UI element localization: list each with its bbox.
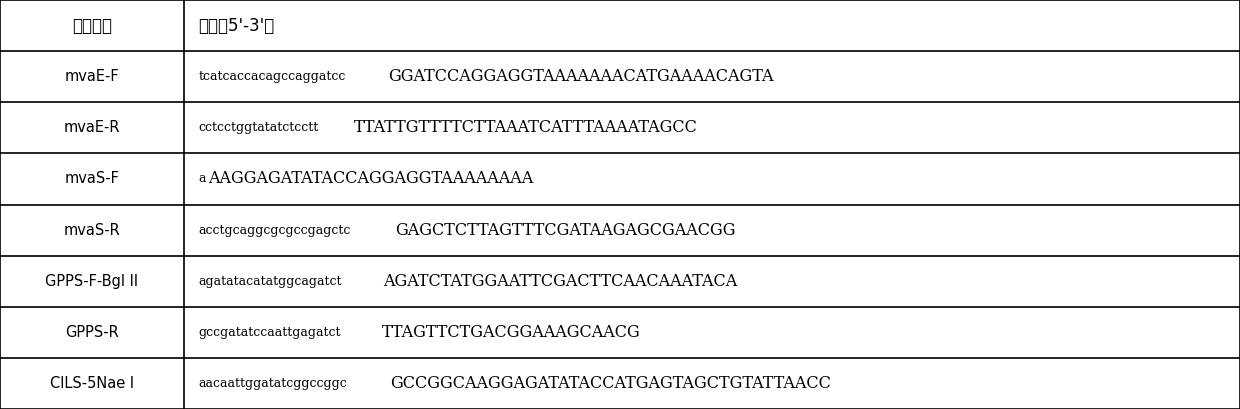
Text: ClLS-5Nae I: ClLS-5Nae I (50, 376, 134, 391)
Text: TTAGTTCTGACGGAAAGCAACG: TTAGTTCTGACGGAAAGCAACG (382, 324, 641, 341)
Text: mvaS-R: mvaS-R (63, 222, 120, 238)
Text: GCCGGCAAGGAGATATACCATGAGTAGCTGTATTAACC: GCCGGCAAGGAGATATACCATGAGTAGCTGTATTAACC (391, 375, 831, 392)
Text: acctgcaggcgcgccgagctc: acctgcaggcgcgccgagctc (198, 224, 351, 236)
Text: GPPS-F-Bgl II: GPPS-F-Bgl II (45, 274, 139, 289)
Text: 序列（5'-3'）: 序列（5'-3'） (198, 16, 274, 35)
Text: agatatacatatggcagatct: agatatacatatggcagatct (198, 275, 342, 288)
Text: aacaattggatatcggccggc: aacaattggatatcggccggc (198, 377, 347, 390)
Text: GAGCTCTTAGTTTCGATAAGAGCGAACGG: GAGCTCTTAGTTTCGATAAGAGCGAACGG (396, 222, 735, 238)
Text: gccgatatccaattgagatct: gccgatatccaattgagatct (198, 326, 341, 339)
Text: mvaS-F: mvaS-F (64, 171, 119, 187)
Text: GPPS-R: GPPS-R (64, 325, 119, 340)
Text: mvaE-F: mvaE-F (64, 69, 119, 84)
Text: 引物名称: 引物名称 (72, 16, 112, 35)
Text: GGATCCAGGAGGTAAAAAAACATGAAAACAGTA: GGATCCAGGAGGTAAAAAAACATGAAAACAGTA (388, 68, 774, 85)
Text: AAGGAGATATACCAGGAGGTAAAAAAAA: AAGGAGATATACCAGGAGGTAAAAAAAA (208, 171, 533, 187)
Text: a: a (198, 173, 206, 185)
Text: TTATTGTTTTCTTAAATCATTTAAAATAGCC: TTATTGTTTTCTTAAATCATTTAAAATAGCC (353, 119, 697, 136)
Text: AGATCTATGGAATTCGACTTCAACAAATACA: AGATCTATGGAATTCGACTTCAACAAATACA (383, 273, 738, 290)
Text: tcatcaccacagccaggatcc: tcatcaccacagccaggatcc (198, 70, 346, 83)
Text: mvaE-R: mvaE-R (63, 120, 120, 135)
Text: cctcctggtatatctcctt: cctcctggtatatctcctt (198, 121, 319, 134)
